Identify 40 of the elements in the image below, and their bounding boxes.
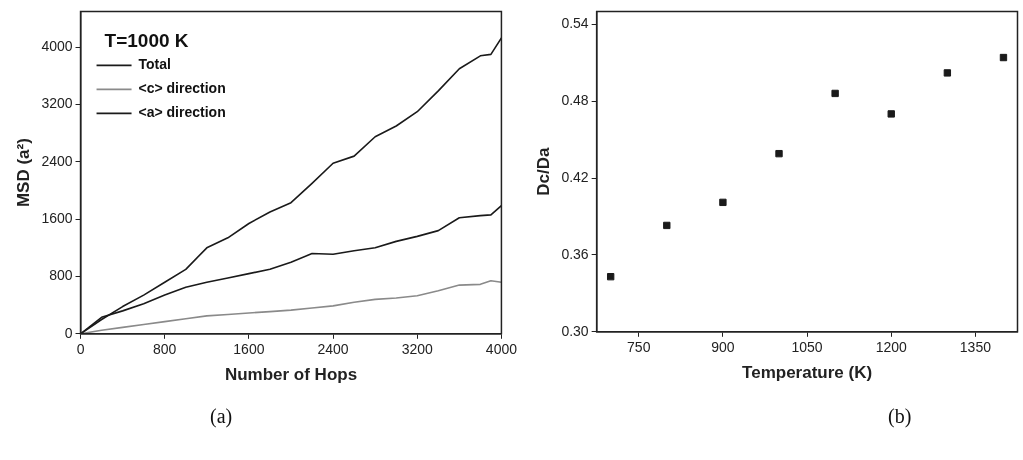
y-axis-title: MSD (a²): [13, 138, 33, 208]
y-tick-label: 2400: [41, 152, 73, 169]
y-tick-label: 0.36: [561, 245, 589, 262]
x-tick-label: 900: [711, 339, 735, 356]
x-axis-title: Temperature (K): [742, 363, 873, 383]
y-tick-label: 3200: [41, 95, 73, 112]
x-tick-label: 3200: [401, 341, 434, 358]
point: [887, 110, 895, 118]
x-tick-label: 4000: [485, 341, 518, 358]
x-tick-label: 1200: [875, 339, 908, 356]
y-tick-label: 0.54: [561, 15, 589, 32]
x-tick-label: 1600: [233, 341, 265, 358]
x-tick-label: 2400: [317, 341, 349, 358]
legend-label: <a> direction: [138, 104, 226, 121]
y-tick-label: 1600: [41, 210, 73, 227]
y-tick-label: 4000: [41, 38, 73, 55]
point: [663, 221, 671, 230]
point: [831, 89, 839, 98]
point: [606, 273, 615, 281]
text: (a): [210, 405, 233, 428]
x-tick-label: 750: [627, 339, 651, 356]
legend-label: Total: [138, 56, 171, 73]
x-tick-label: 1350: [959, 339, 992, 356]
y-tick-label: 0.48: [561, 91, 589, 108]
point: [719, 198, 727, 207]
x-axis-title: Number of Hops: [224, 365, 358, 385]
y-tick-label: 0.30: [561, 322, 589, 339]
point: [775, 149, 783, 158]
y-axis-title: Dc/Da: [533, 146, 553, 196]
x-tick-label: 0: [76, 341, 85, 358]
point: [999, 53, 1008, 62]
x-tick-label: 800: [153, 341, 177, 358]
point: [943, 69, 952, 77]
legend-title: T=1000 K: [104, 29, 189, 51]
y-tick-label: 0.42: [561, 168, 589, 185]
text: (b): [888, 405, 912, 428]
x-tick-label: 1050: [791, 339, 823, 356]
legend-label: <c> direction: [138, 80, 226, 97]
y-tick-label: 0: [64, 324, 73, 341]
y-tick-label: 800: [49, 267, 73, 284]
